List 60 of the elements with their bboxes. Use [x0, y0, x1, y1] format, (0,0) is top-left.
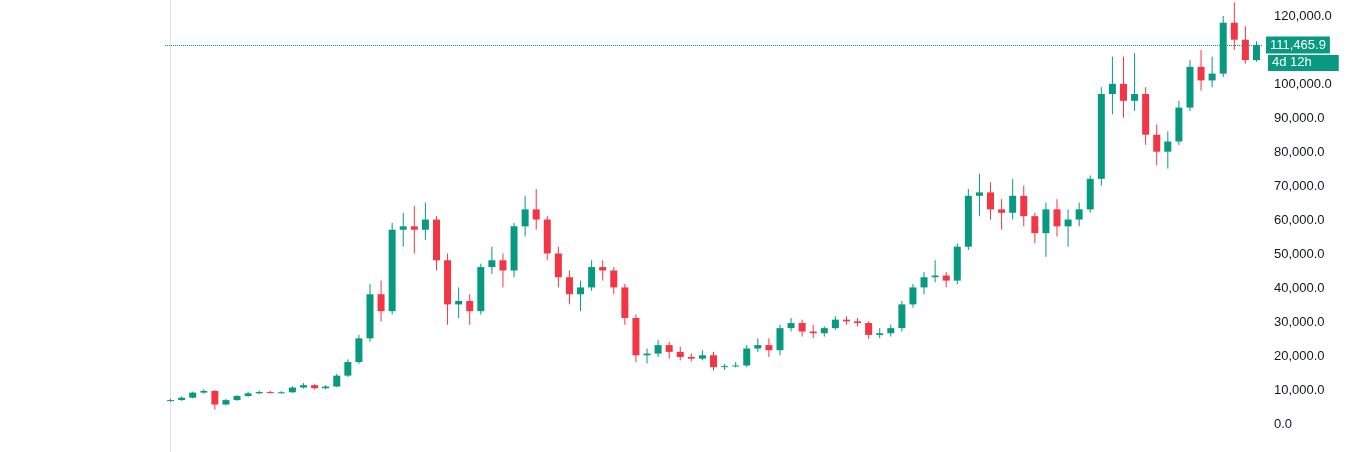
y-tick-label: 70,000.0: [1274, 178, 1325, 194]
y-tick-label: 80,000.0: [1274, 144, 1325, 160]
candlestick: [1042, 202, 1050, 258]
y-tick-label: 120,000.0: [1274, 8, 1332, 24]
candlestick: [787, 317, 795, 333]
y-tick-label: 60,000.0: [1274, 212, 1325, 228]
candlestick: [798, 319, 806, 338]
candlestick: [399, 212, 407, 248]
candlestick: [1197, 49, 1205, 92]
candlestick: [1075, 202, 1083, 227]
candlestick: [466, 293, 474, 326]
candlestick: [565, 269, 573, 305]
candlestick: [499, 252, 507, 288]
candlestick: [410, 205, 418, 254]
candlestick: [610, 266, 618, 295]
candlestick: [732, 361, 740, 368]
candlestick: [277, 390, 285, 395]
text: 4d 12h: [1272, 53, 1312, 69]
candlestick: [987, 181, 995, 221]
candlestick: [1031, 212, 1039, 244]
candlestick: [975, 173, 983, 217]
candlestick: [898, 300, 906, 333]
y-tick-label: 30,000.0: [1274, 313, 1325, 329]
candlestick: [776, 324, 784, 356]
candlestick: [521, 195, 529, 238]
candlestick: [1164, 130, 1172, 170]
candlestick: [1020, 185, 1028, 227]
candlestick: [1009, 178, 1017, 221]
ref-line-label: 111,465.9: [1270, 37, 1326, 53]
candlestick: [710, 351, 717, 372]
candlestick: [1131, 52, 1139, 112]
candlestick: [1241, 25, 1249, 64]
candlestick: [1230, 1, 1238, 51]
candlestick: [1153, 124, 1161, 166]
candlestick: [920, 271, 928, 295]
y-tick-label: 90,000.0: [1274, 110, 1325, 126]
candlestick: [211, 389, 219, 411]
candlestick: [355, 334, 363, 365]
y-tick-label: 20,000.0: [1274, 347, 1325, 363]
y-tick-label: 50,000.0: [1274, 245, 1325, 261]
candlestick: [1119, 56, 1127, 119]
candlestick: [554, 246, 562, 288]
candlestick: [998, 198, 1006, 231]
candlestick: [765, 337, 773, 358]
candlestick: [909, 283, 917, 309]
candlestick: [654, 339, 662, 358]
candlestick: [222, 398, 230, 407]
candlestick: [488, 246, 496, 275]
candlestick: [532, 188, 540, 231]
candlestick: [377, 280, 385, 322]
y-tick-label: 100,000.0: [1274, 76, 1332, 92]
candlestick: [743, 344, 751, 368]
y-tick-label: 40,000.0: [1274, 279, 1325, 295]
candlestick: [1108, 56, 1116, 115]
candlestick: [421, 202, 429, 241]
candlestick: [588, 259, 596, 292]
candlestick: [577, 280, 585, 312]
candlestick: [1053, 198, 1061, 238]
y-tick-label: 0.0: [1274, 415, 1293, 431]
y-tick-label: 10,000.0: [1274, 381, 1325, 397]
